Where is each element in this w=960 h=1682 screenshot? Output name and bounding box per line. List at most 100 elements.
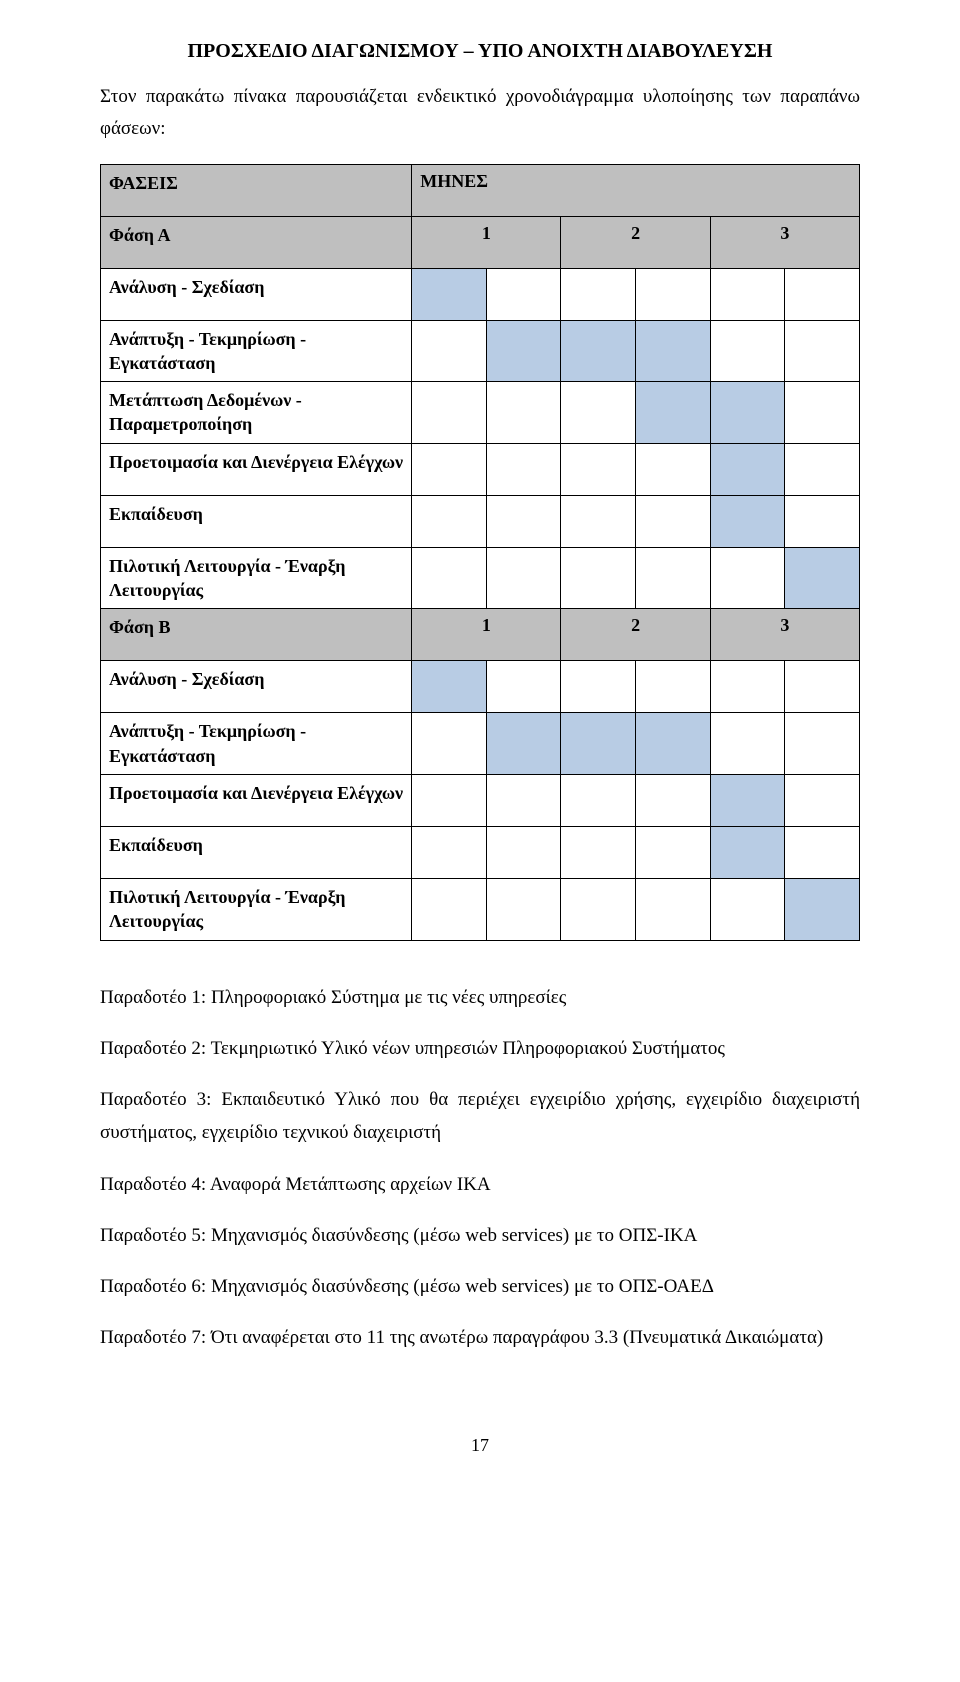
gantt-cell <box>561 774 636 826</box>
gantt-cell <box>486 382 561 444</box>
gantt-cell <box>710 774 785 826</box>
gantt-cell <box>785 320 860 382</box>
gantt-cell <box>710 320 785 382</box>
gantt-cell <box>561 443 636 495</box>
task-label: Μετάπτωση Δεδομένων - Παραμετροποίηση <box>101 382 412 444</box>
task-row: Ανάλυση - Σχεδίαση <box>101 661 860 713</box>
task-label: Εκπαίδευση <box>101 495 412 547</box>
gantt-cell <box>412 826 487 878</box>
task-label: Πιλοτική Λειτουργία - Έναρξη Λειτουργίας <box>101 878 412 940</box>
gantt-cell <box>710 878 785 940</box>
task-label: Ανάπτυξη - Τεκμηρίωση - Εγκατάσταση <box>101 320 412 382</box>
task-label: Προετοιμασία και Διενέργεια Ελέγχων <box>101 443 412 495</box>
gantt-cell <box>636 268 711 320</box>
gantt-cell <box>636 547 711 609</box>
gantt-cell <box>710 826 785 878</box>
gantt-table: ΦΑΣΕΙΣΜΗΝΕΣΦάση Α123Ανάλυση - ΣχεδίασηΑν… <box>100 164 860 941</box>
gantt-cell <box>412 320 487 382</box>
gantt-cell <box>486 826 561 878</box>
gantt-cell <box>785 547 860 609</box>
gantt-cell <box>486 547 561 609</box>
gantt-cell <box>412 268 487 320</box>
gantt-cell <box>561 495 636 547</box>
gantt-cell <box>785 713 860 775</box>
gantt-cell <box>785 268 860 320</box>
gantt-cell <box>785 661 860 713</box>
deliverable-item: Παραδοτέο 5: Μηχανισμός διασύνδεσης (μέσ… <box>100 1219 860 1252</box>
phase-header-row-a: Φάση Α123 <box>101 216 860 268</box>
month-number-cell: 1 <box>412 609 561 661</box>
gantt-cell <box>412 713 487 775</box>
gantt-cell <box>412 661 487 713</box>
gantt-cell <box>412 443 487 495</box>
gantt-cell <box>636 661 711 713</box>
months-column-header: ΜΗΝΕΣ <box>412 164 860 216</box>
gantt-cell <box>785 443 860 495</box>
month-number-cell: 3 <box>710 609 859 661</box>
month-number-cell: 2 <box>561 609 710 661</box>
gantt-cell <box>561 320 636 382</box>
document-page: ΠΡΟΣΧΕΔΙΟ ΔΙΑΓΩΝΙΣΜΟΥ – ΥΠΟ ΑΝΟΙΧΤΗ ΔΙΑΒ… <box>0 0 960 1516</box>
task-label: Ανάπτυξη - Τεκμηρίωση - Εγκατάσταση <box>101 713 412 775</box>
gantt-cell <box>561 661 636 713</box>
gantt-cell <box>561 878 636 940</box>
task-row: Πιλοτική Λειτουργία - Έναρξη Λειτουργίας <box>101 878 860 940</box>
deliverable-item: Παραδοτέο 4: Αναφορά Μετάπτωσης αρχείων … <box>100 1168 860 1201</box>
page-number: 17 <box>100 1435 860 1456</box>
deliverable-item: Παραδοτέο 1: Πληροφοριακό Σύστημα με τις… <box>100 981 860 1014</box>
gantt-cell <box>486 268 561 320</box>
deliverables-section: Παραδοτέο 1: Πληροφοριακό Σύστημα με τις… <box>100 981 860 1355</box>
task-label: Ανάλυση - Σχεδίαση <box>101 268 412 320</box>
gantt-cell <box>636 878 711 940</box>
gantt-cell <box>561 826 636 878</box>
gantt-cell <box>710 661 785 713</box>
gantt-cell <box>785 774 860 826</box>
gantt-cell <box>636 495 711 547</box>
gantt-cell <box>561 547 636 609</box>
table-header-row: ΦΑΣΕΙΣΜΗΝΕΣ <box>101 164 860 216</box>
gantt-cell <box>636 713 711 775</box>
gantt-cell <box>486 495 561 547</box>
task-label: Πιλοτική Λειτουργία - Έναρξη Λειτουργίας <box>101 547 412 609</box>
task-row: Πιλοτική Λειτουργία - Έναρξη Λειτουργίας <box>101 547 860 609</box>
deliverable-item: Παραδοτέο 2: Τεκμηριωτικό Υλικό νέων υπη… <box>100 1032 860 1065</box>
gantt-cell <box>486 320 561 382</box>
gantt-cell <box>636 382 711 444</box>
deliverable-item: Παραδοτέο 7: Ότι αναφέρεται στο 11 της α… <box>100 1321 860 1354</box>
phases-column-header: ΦΑΣΕΙΣ <box>101 164 412 216</box>
gantt-cell <box>486 878 561 940</box>
intro-text: Στον παρακάτω πίνακα παρουσιάζεται ενδει… <box>100 81 860 146</box>
gantt-cell <box>486 774 561 826</box>
gantt-cell <box>710 382 785 444</box>
gantt-cell <box>710 713 785 775</box>
gantt-cell <box>486 713 561 775</box>
task-row: Εκπαίδευση <box>101 495 860 547</box>
task-label: Εκπαίδευση <box>101 826 412 878</box>
deliverable-item: Παραδοτέο 6: Μηχανισμός διασύνδεσης (μέσ… <box>100 1270 860 1303</box>
deliverable-item: Παραδοτέο 3: Εκπαιδευτικό Υλικό που θα π… <box>100 1083 860 1150</box>
gantt-cell <box>486 661 561 713</box>
document-header: ΠΡΟΣΧΕΔΙΟ ΔΙΑΓΩΝΙΣΜΟΥ – ΥΠΟ ΑΝΟΙΧΤΗ ΔΙΑΒ… <box>100 40 860 63</box>
task-row: Ανάπτυξη - Τεκμηρίωση - Εγκατάσταση <box>101 713 860 775</box>
gantt-cell <box>412 547 487 609</box>
gantt-cell <box>636 320 711 382</box>
phase-label: Φάση Β <box>101 609 412 661</box>
phase-header-row-b: Φάση Β123 <box>101 609 860 661</box>
gantt-cell <box>785 878 860 940</box>
task-row: Προετοιμασία και Διενέργεια Ελέγχων <box>101 443 860 495</box>
task-row: Ανάπτυξη - Τεκμηρίωση - Εγκατάσταση <box>101 320 860 382</box>
gantt-cell <box>412 774 487 826</box>
task-row: Προετοιμασία και Διενέργεια Ελέγχων <box>101 774 860 826</box>
task-label: Ανάλυση - Σχεδίαση <box>101 661 412 713</box>
gantt-cell <box>636 826 711 878</box>
gantt-cell <box>710 443 785 495</box>
gantt-cell <box>561 382 636 444</box>
gantt-cell <box>785 495 860 547</box>
phase-label: Φάση Α <box>101 216 412 268</box>
gantt-cell <box>636 443 711 495</box>
gantt-cell <box>412 878 487 940</box>
gantt-cell <box>785 382 860 444</box>
task-row: Μετάπτωση Δεδομένων - Παραμετροποίηση <box>101 382 860 444</box>
gantt-cell <box>710 268 785 320</box>
task-row: Εκπαίδευση <box>101 826 860 878</box>
